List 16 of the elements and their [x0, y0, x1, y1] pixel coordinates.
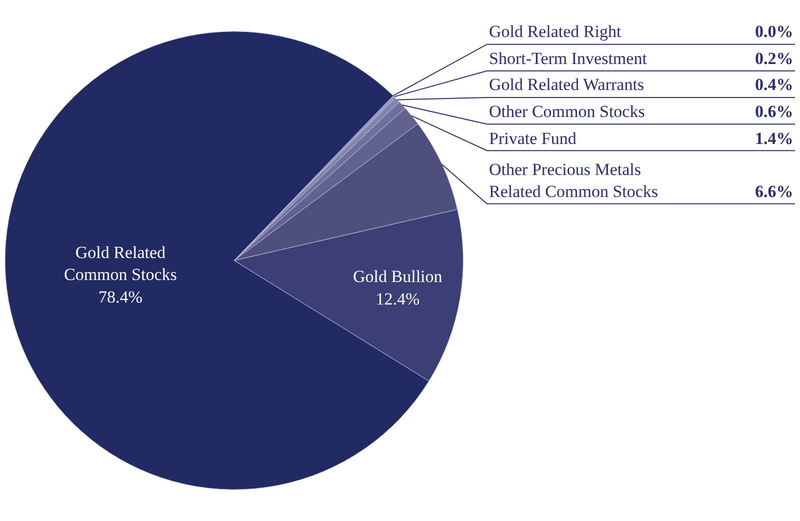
data-label: 12.4%: [376, 289, 420, 308]
slice-label: Gold Related Warrants: [489, 75, 644, 94]
slice-label: Other Precious Metals Related Common Stocks: [489, 160, 658, 202]
slice-label: Gold Related Common Stocks: [64, 243, 177, 284]
slice-label: Private Fund: [489, 129, 577, 148]
data-label: 1.4%: [755, 129, 794, 148]
text: 0.0%: [755, 22, 794, 41]
category-label: Gold Related Right: [489, 22, 622, 41]
data-label: 0.6%: [755, 102, 794, 121]
data-label: 0.4%: [755, 75, 794, 94]
data-label: 6.6%: [755, 182, 794, 201]
data-label: 78.4%: [98, 287, 142, 306]
slice-label: Short-Term Investment: [489, 49, 648, 68]
slice-label: Other Common Stocks: [489, 102, 645, 121]
data-label: 0.2%: [755, 49, 794, 68]
slice-label: Gold Bullion: [353, 267, 443, 286]
